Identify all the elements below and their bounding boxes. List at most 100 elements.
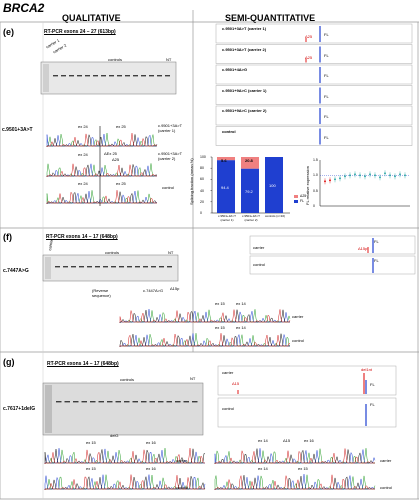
gel-band xyxy=(165,75,170,77)
fa-trace-frame xyxy=(215,85,413,105)
gel-band xyxy=(87,266,92,268)
bar-d25 xyxy=(241,157,259,169)
scatter-point xyxy=(349,174,351,177)
gel-band xyxy=(125,75,130,77)
panel-e-seq3-trace xyxy=(46,190,158,204)
panel-g-gel-controls: controls xyxy=(120,377,135,382)
scatter-point xyxy=(334,178,336,181)
gel-band xyxy=(56,401,62,403)
panel-e-seq3-control: control xyxy=(162,185,175,190)
bar-mid-label: 79.2 xyxy=(245,188,253,194)
figure-title: BRCA2 xyxy=(3,1,45,15)
gel-band xyxy=(93,75,98,77)
gel-band xyxy=(127,266,132,268)
panel-g-seq-right-control-label: control xyxy=(380,485,393,490)
gel-band xyxy=(159,266,164,268)
gel-band xyxy=(192,401,198,403)
bar-legend-fl: FL xyxy=(300,199,305,203)
panel-g-seq-right-d15: Δ15 xyxy=(283,438,291,443)
fa-delta-label: Δ25 xyxy=(305,54,313,60)
gel-band xyxy=(124,401,130,403)
gel-band xyxy=(64,401,70,403)
gel-band xyxy=(90,401,96,403)
panel-e-bar-ylabel: Splicing fraction (mean %) xyxy=(189,158,194,205)
scatter-y-tick-label: 1.0 xyxy=(313,173,318,178)
bar-fl xyxy=(265,157,283,213)
panel-f-gel-title: RT-PCR exons 14 – 17 (648bp) xyxy=(46,234,118,240)
chromatogram-line xyxy=(44,448,205,464)
gel-band xyxy=(71,266,76,268)
chromatogram-line xyxy=(119,333,291,347)
fa-fl-label: FL xyxy=(324,52,329,58)
gel-band xyxy=(85,75,90,77)
panel-e-gel-title: RT-PCR exons 24 – 27 (613bp) xyxy=(44,29,116,35)
fa-trace-label: c.9501+3A>T (carrier 2) xyxy=(222,46,267,52)
panel-f-variant: c.7447A>G xyxy=(3,268,29,274)
bar-category-label: c.9501+3A>T (carrier 1) xyxy=(217,214,236,222)
scatter-point xyxy=(379,176,381,179)
gel-band xyxy=(157,75,162,77)
panel-g-seq-left-carrier-label: carrier xyxy=(176,458,188,463)
panel-f-fa-fl1: FL xyxy=(374,239,379,244)
fa-trace-label: c.9501+3A>T (carrier 1) xyxy=(222,26,267,31)
gel-band xyxy=(69,75,74,77)
scatter-point xyxy=(364,175,366,178)
panel-f-seq-ex15-top: ex 15 xyxy=(215,301,225,306)
scatter-point xyxy=(344,175,346,178)
panel-f-fa-fl2: FL xyxy=(374,258,379,263)
gel-band xyxy=(141,401,147,403)
gel-band xyxy=(95,266,100,268)
panel-g-fa-fl2: FL xyxy=(370,402,375,407)
bar-legend-d25: Δ25 xyxy=(300,194,307,198)
panel-f-seq-control: control xyxy=(292,338,305,343)
panel-g-gel-nt: NT xyxy=(190,376,196,381)
panel-e-bar-chart xyxy=(210,156,298,214)
chromatogram-line xyxy=(119,309,291,323)
gel-band xyxy=(158,401,164,403)
chromatogram-line xyxy=(46,190,157,204)
fa-delta-label: Δ25 xyxy=(305,34,313,39)
panel-e-seq2-delta-ex25: ΔEx 25 xyxy=(104,151,117,156)
chromatogram-line xyxy=(46,133,158,147)
fa-trace-label: control xyxy=(222,128,236,134)
panel-g-seq-right-ex14-bottom: ex 14 xyxy=(258,466,268,471)
panel-g-seq-right-control-trace xyxy=(214,474,376,490)
scatter-point xyxy=(329,179,331,182)
panel-e-scatter-ylabel: FL relative expression xyxy=(305,166,310,205)
fa-fl-label: FL xyxy=(324,114,329,119)
panel-g-seq-right-ex14: ex 14 xyxy=(258,438,268,443)
bar-y-tick-label: 0 xyxy=(200,211,202,215)
panel-e-seq1-trace xyxy=(46,132,158,147)
panel-g-seq-right-ex16: ex 16 xyxy=(304,438,314,443)
scatter-point xyxy=(404,174,406,177)
panel-f-fa-control: control xyxy=(253,262,266,267)
panel-g-seq-left-control-label: control xyxy=(176,485,189,490)
gel-band xyxy=(81,401,87,403)
panel-e-gel-controls: controls xyxy=(108,57,123,62)
panel-e-seq2-d25: Δ25 xyxy=(112,157,120,162)
scatter-point xyxy=(354,173,356,176)
panel-g-seq-ex16-bottom: ex 16 xyxy=(146,466,156,471)
panel-g-seq-right-carrier-trace xyxy=(214,448,376,464)
gel-band xyxy=(149,401,155,403)
panel-e-variant: c.9501+3A>T xyxy=(2,127,33,133)
chromatogram-line xyxy=(44,474,205,490)
panel-g-seq-right-ex15-bottom: ex 15 xyxy=(298,466,308,471)
panel-e-seq2-trace xyxy=(46,163,158,177)
gel-band xyxy=(135,266,140,268)
gel-band xyxy=(55,266,60,268)
bar-top-label: 20.8 xyxy=(245,158,253,163)
bar-category-label: controls (n=16) xyxy=(264,214,286,218)
bar-d25 xyxy=(217,157,235,161)
fa-trace-frame xyxy=(215,23,413,44)
panel-f-seq-variant: c.7447A>G xyxy=(143,288,164,293)
gel-band xyxy=(61,75,66,77)
panel-g-label: (g) xyxy=(3,357,15,367)
gel-band xyxy=(73,401,79,403)
panel-g-seq-delg: delG xyxy=(110,433,119,438)
panel-g-seq-ex16-top: ex 16 xyxy=(146,440,156,445)
scatter-y-tick-label: 0 xyxy=(313,204,315,208)
gel-band xyxy=(151,266,156,268)
fa-trace-frame xyxy=(215,126,413,146)
